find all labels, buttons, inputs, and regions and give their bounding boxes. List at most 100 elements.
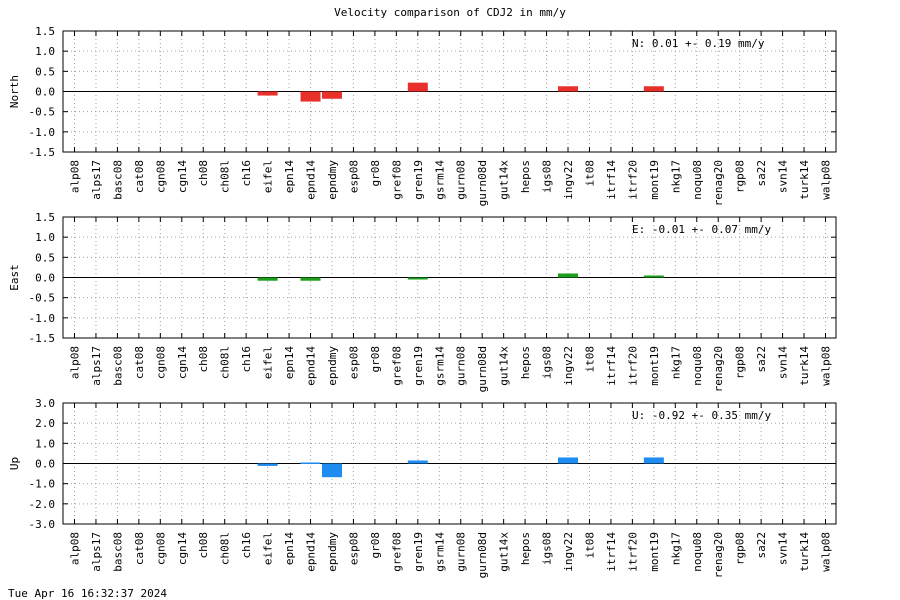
east-category-label: esp08 xyxy=(347,346,360,379)
north-category-label: epnd14 xyxy=(305,160,318,200)
up-category-label: gref08 xyxy=(390,532,403,572)
east-bar-ingv22 xyxy=(558,273,579,278)
north-category-label: esp08 xyxy=(347,160,360,193)
up-category-label: turk14 xyxy=(798,532,811,572)
east-category-label: cat08 xyxy=(133,346,146,379)
north-ytick-label: 0.0 xyxy=(35,86,55,99)
up-category-label: esp08 xyxy=(347,532,360,565)
east-category-label: itrf14 xyxy=(605,346,618,386)
east-ytick-label: -1.0 xyxy=(29,312,56,325)
north-category-label: cat08 xyxy=(133,160,146,193)
up-category-label: gsrm14 xyxy=(433,532,446,572)
north-category-label: ch08l xyxy=(219,160,232,193)
east-category-label: mont19 xyxy=(648,346,661,386)
east-plot-frame xyxy=(62,216,837,339)
north-ytick-label: 1.5 xyxy=(35,25,55,38)
east-category-label: cgn14 xyxy=(176,346,189,379)
east-category-label: ch08 xyxy=(197,346,210,373)
north-ytick-label: -1.0 xyxy=(29,126,56,139)
east-category-label: basc08 xyxy=(111,346,124,386)
up-category-label: renag20 xyxy=(712,532,725,578)
north-ytick-label: 1.0 xyxy=(35,45,55,58)
up-category-label: svn14 xyxy=(777,532,790,565)
east-panel: 1.5 1.0 0.5 0.0 -0.5 -1.0 -1.5 alp08 alps17 basc0… xyxy=(8,211,837,392)
north-category-label: epndmy xyxy=(326,160,339,200)
up-category-label: alp08 xyxy=(69,532,82,565)
up-ytick-label: 0.0 xyxy=(35,458,55,471)
north-category-label: ingv22 xyxy=(562,160,575,200)
east-category-label: eifel xyxy=(262,346,275,379)
north-bar-epnd14 xyxy=(300,91,321,102)
east-category-label: walp08 xyxy=(820,346,833,386)
east-axis-label: East xyxy=(8,264,21,291)
east-category-label: epnd14 xyxy=(305,346,318,386)
north-category-label: svn14 xyxy=(777,160,790,193)
up-category-label: gr08 xyxy=(369,532,382,559)
east-category-label: rgp08 xyxy=(734,346,747,379)
east-category-label: epndmy xyxy=(326,346,339,386)
north-ytick-label: 0.5 xyxy=(35,65,55,78)
up-category-label: noqu08 xyxy=(691,532,704,572)
east-summary-annotation: E: -0.01 +- 0.07 mm/y xyxy=(632,223,771,236)
up-category-label: itrf20 xyxy=(626,532,639,572)
up-ytick-label: -3.0 xyxy=(29,518,56,531)
east-bar-gren19 xyxy=(407,277,428,280)
east-ytick-label: -0.5 xyxy=(29,292,56,305)
up-category-label: cat08 xyxy=(133,532,146,565)
north-category-label: epn14 xyxy=(283,160,296,193)
north-category-label: eifel xyxy=(262,160,275,193)
north-category-label: nkg17 xyxy=(669,160,682,193)
east-bar-eifel xyxy=(257,277,278,281)
up-category-label: ch16 xyxy=(240,532,253,559)
up-ytick-label: 2.0 xyxy=(35,417,55,430)
east-category-label: nkg17 xyxy=(669,346,682,379)
up-ytick-label: -2.0 xyxy=(29,498,56,511)
east-category-label: ingv22 xyxy=(562,346,575,386)
north-category-label: basc08 xyxy=(111,160,124,200)
up-summary-annotation: U: -0.92 +- 0.35 mm/y xyxy=(632,409,771,422)
east-category-label: sa22 xyxy=(755,346,768,373)
up-category-label: epndmy xyxy=(326,532,339,572)
up-category-label: hepos xyxy=(519,532,532,565)
up-plot-frame xyxy=(62,402,837,525)
up-category-label: cgn14 xyxy=(176,532,189,565)
north-category-label: itrf14 xyxy=(605,160,618,200)
east-category-label: cgn08 xyxy=(154,346,167,379)
east-category-label: gut14x xyxy=(498,346,511,386)
timestamp: Tue Apr 16 16:32:37 2024 xyxy=(8,587,167,600)
east-ytick-label: -1.5 xyxy=(29,332,56,345)
east-ytick-label: 0.0 xyxy=(35,272,55,285)
up-category-label: ch08l xyxy=(219,532,232,565)
north-category-label: alp08 xyxy=(69,160,82,193)
east-category-label: alps17 xyxy=(90,346,103,386)
up-category-label: gren19 xyxy=(412,532,425,572)
north-category-label: noqu08 xyxy=(691,160,704,200)
east-category-label: gsrm14 xyxy=(433,346,446,386)
north-panel: 1.5 1.0 0.5 0.0 -0.5 -1.0 -1.5 alp08 alps17 basc0… xyxy=(8,25,837,206)
north-category-label: itrf20 xyxy=(626,160,639,200)
east-category-label: ch08l xyxy=(219,346,232,379)
up-category-label: gurn08d xyxy=(476,532,489,578)
up-category-label: nkg17 xyxy=(669,532,682,565)
north-category-label: hepos xyxy=(519,160,532,193)
east-ytick-label: 0.5 xyxy=(35,251,55,264)
up-bar-eifel xyxy=(257,463,278,466)
up-ytick-label: -1.0 xyxy=(29,478,56,491)
up-category-label: ch08 xyxy=(197,532,210,559)
east-category-label: igs08 xyxy=(541,346,554,379)
north-category-label: alps17 xyxy=(90,160,103,200)
north-category-label: it08 xyxy=(583,160,596,187)
east-category-label: gurn08 xyxy=(455,346,468,386)
north-category-label: gsrm14 xyxy=(433,160,446,200)
up-bar-gren19 xyxy=(407,460,428,464)
up-category-label: it08 xyxy=(583,532,596,559)
north-summary-annotation: N: 0.01 +- 0.19 mm/y xyxy=(632,37,765,50)
east-category-label: turk14 xyxy=(798,346,811,386)
east-category-label: svn14 xyxy=(777,346,790,379)
north-category-label: gren19 xyxy=(412,160,425,200)
north-ytick-label: -0.5 xyxy=(29,106,56,119)
up-category-label: itrf14 xyxy=(605,532,618,572)
north-category-label: rgp08 xyxy=(734,160,747,193)
north-category-label: sa22 xyxy=(755,160,768,187)
